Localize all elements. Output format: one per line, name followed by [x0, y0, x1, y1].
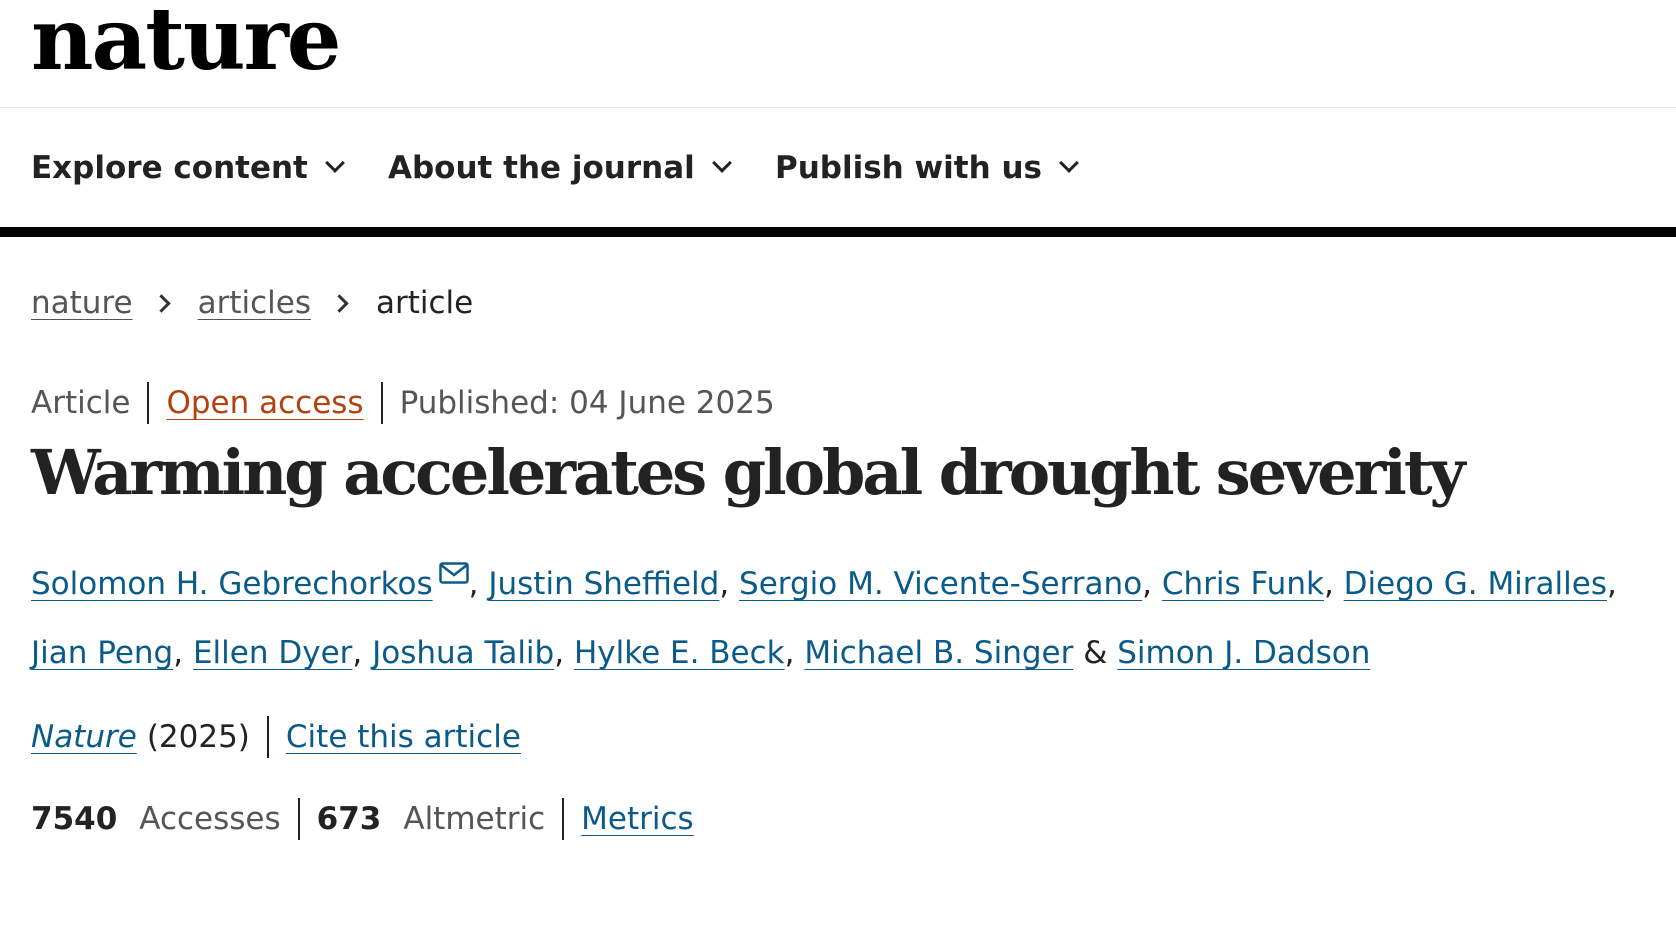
author-separator: , [1607, 566, 1617, 602]
nature-logo[interactable]: nature [31, 0, 342, 90]
accesses-label: Accesses [139, 801, 281, 837]
author-separator: , [352, 635, 373, 671]
open-access-link[interactable]: Open access [166, 385, 364, 421]
article-meta: Article Open access Published: 04 June 2… [31, 382, 775, 424]
author-link[interactable]: Justin Sheffield [488, 566, 720, 602]
masthead: nature [0, 0, 1676, 108]
nav-item-label: Explore content [31, 150, 308, 186]
author-separator: , [468, 566, 489, 602]
breadcrumb-nature[interactable]: nature [31, 285, 133, 321]
author-link[interactable]: Simon J. Dadson [1117, 635, 1371, 671]
author-separator: , [719, 566, 740, 602]
breadcrumb-articles[interactable]: articles [197, 285, 311, 321]
accesses-count: 7540 [31, 801, 118, 837]
nav-about-journal[interactable]: About the journal [388, 150, 732, 186]
cite-article-link[interactable]: Cite this article [285, 719, 521, 755]
author-link[interactable]: Solomon H. Gebrechorkos [31, 566, 433, 602]
main-nav: Explore content About the journal Publis… [0, 108, 1676, 237]
author-list: Solomon H. Gebrechorkos, Justin Sheffiel… [31, 550, 1651, 688]
author-link[interactable]: Joshua Talib [372, 635, 555, 671]
email-icon[interactable] [438, 562, 469, 584]
journal-citation: Nature (2025) Cite this article [31, 716, 521, 758]
chevron-down-icon [324, 153, 345, 173]
author-final-separator: & [1073, 635, 1118, 671]
nav-item-label: About the journal [388, 150, 695, 186]
chevron-down-icon [1059, 153, 1079, 173]
nav-publish-with-us[interactable]: Publish with us [775, 150, 1079, 186]
chevron-right-icon [151, 293, 171, 313]
author-link[interactable]: Michael B. Singer [804, 635, 1074, 671]
divider [147, 382, 150, 424]
author-separator: , [173, 635, 193, 671]
article-type: Article [31, 385, 131, 421]
chevron-down-icon [711, 153, 732, 173]
divider [266, 716, 269, 758]
author-separator: , [1323, 566, 1344, 602]
journal-link[interactable]: Nature [31, 719, 137, 755]
author-link[interactable]: Hylke E. Beck [573, 635, 785, 671]
author-link[interactable]: Ellen Dyer [192, 635, 353, 671]
author-separator: , [554, 635, 574, 671]
journal-year: (2025) [146, 719, 250, 755]
metrics-link[interactable]: Metrics [581, 801, 694, 837]
article-metrics: 7540 Accesses 673 Altmetric Metrics [31, 798, 694, 840]
author-link[interactable]: Jian Peng [31, 635, 174, 671]
divider [380, 382, 383, 424]
author-link[interactable]: Diego G. Miralles [1343, 566, 1607, 602]
divider [297, 798, 300, 840]
nav-explore-content[interactable]: Explore content [31, 150, 345, 186]
nav-item-label: Publish with us [775, 150, 1043, 186]
author-link[interactable]: Sergio M. Vicente-Serrano [739, 566, 1143, 602]
author-link[interactable]: Chris Funk [1161, 566, 1324, 602]
breadcrumb-article: article [375, 285, 474, 321]
divider [562, 798, 565, 840]
published-date: Published: 04 June 2025 [399, 385, 775, 421]
author-separator: , [784, 635, 805, 671]
altmetric-label: Altmetric [403, 801, 546, 837]
chevron-right-icon [330, 293, 349, 313]
author-separator: , [1142, 566, 1162, 602]
altmetric-count: 673 [316, 801, 382, 837]
article-title: Warming accelerates global drought sever… [31, 436, 1466, 509]
breadcrumb: nature articles article [31, 285, 473, 321]
